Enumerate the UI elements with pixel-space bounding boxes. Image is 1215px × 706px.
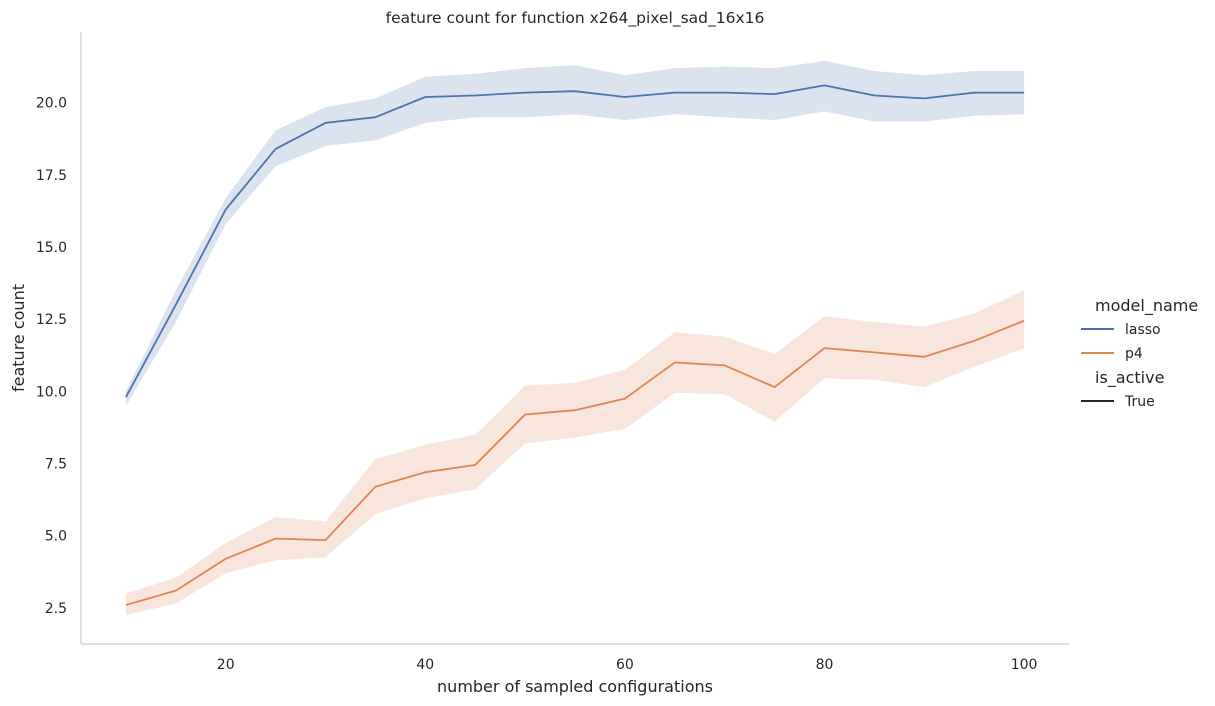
legend-label-p4: p4	[1125, 346, 1143, 362]
x-tick-label-80: 80	[816, 657, 834, 673]
data-point-p4-60	[624, 398, 626, 400]
data-point-p4-35	[374, 486, 376, 488]
y-tick-label-17.5: 17.5	[36, 168, 67, 184]
data-point-lasso-15	[175, 304, 177, 306]
data-point-p4-50	[524, 414, 526, 416]
data-point-lasso-85	[873, 95, 875, 97]
legend-title-model-name: model_name	[1095, 296, 1198, 316]
x-tick-labels: 20 40 60 80 100	[217, 657, 1038, 673]
chart-title: feature count for function x264_pixel_sa…	[386, 9, 765, 28]
series-line-p4	[125, 319, 1025, 606]
data-point-lasso-100	[1023, 92, 1025, 94]
legend-title-is-active: is_active	[1095, 368, 1164, 388]
legend-series-entries: lasso p4	[1081, 322, 1161, 362]
x-tick-label-100: 100	[1011, 657, 1038, 673]
data-point-lasso-30	[325, 122, 327, 124]
data-point-lasso-65	[674, 92, 676, 94]
data-point-p4-90	[923, 356, 925, 358]
data-point-p4-30	[325, 539, 327, 541]
data-point-lasso-95	[973, 92, 975, 94]
data-point-lasso-80	[824, 84, 826, 86]
data-point-lasso-70	[724, 92, 726, 94]
y-tick-label-10.0: 10.0	[36, 384, 67, 400]
x-tick-label-60: 60	[616, 657, 634, 673]
data-point-p4-95	[973, 340, 975, 342]
data-point-p4-75	[774, 386, 776, 388]
data-point-p4-25	[275, 538, 277, 540]
data-point-p4-10	[125, 604, 127, 606]
data-point-lasso-10	[125, 396, 127, 398]
data-point-lasso-50	[524, 92, 526, 94]
legend-style-entries: True	[1081, 394, 1155, 410]
ci-band-p4	[125, 290, 1025, 616]
series-line-lasso	[125, 84, 1025, 398]
y-tick-label-2.5: 2.5	[45, 601, 67, 617]
data-point-lasso-35	[374, 116, 376, 118]
data-point-lasso-60	[624, 96, 626, 98]
x-tick-label-20: 20	[217, 657, 235, 673]
y-tick-label-12.5: 12.5	[36, 312, 67, 328]
data-point-lasso-40	[424, 96, 426, 98]
data-point-p4-70	[724, 364, 726, 366]
legend-label-lasso: lasso	[1125, 322, 1161, 338]
data-point-lasso-45	[474, 95, 476, 97]
data-point-p4-80	[824, 347, 826, 349]
y-tick-labels: 2.5 5.0 7.5 10.0 12.5 15.0 17.5 20.0	[36, 96, 67, 617]
y-tick-label-5.0: 5.0	[45, 529, 67, 545]
data-point-lasso-90	[923, 97, 925, 99]
data-point-lasso-20	[225, 209, 227, 211]
data-point-lasso-55	[574, 90, 576, 92]
data-point-p4-85	[873, 351, 875, 353]
data-point-p4-20	[225, 558, 227, 560]
data-point-p4-100	[1023, 320, 1025, 322]
y-tick-label-20.0: 20.0	[36, 96, 67, 112]
x-axis-label: number of sampled configurations	[437, 677, 713, 696]
data-point-p4-15	[175, 590, 177, 592]
data-point-lasso-25	[275, 148, 277, 150]
y-tick-label-7.5: 7.5	[45, 457, 67, 473]
data-point-p4-40	[424, 471, 426, 473]
confidence-bands	[125, 60, 1025, 616]
data-point-lasso-75	[774, 93, 776, 95]
x-tick-label-40: 40	[416, 657, 434, 673]
legend-label-style-True: True	[1124, 394, 1155, 410]
legend: model_name lasso p4 is_active True	[1081, 296, 1198, 410]
data-point-p4-65	[674, 362, 676, 364]
ci-band-lasso	[125, 60, 1025, 406]
series-lines	[125, 84, 1025, 606]
data-point-p4-45	[474, 464, 476, 466]
y-axis-label: feature count	[9, 284, 28, 392]
y-tick-label-15.0: 15.0	[36, 240, 67, 256]
data-point-p4-55	[574, 409, 576, 411]
